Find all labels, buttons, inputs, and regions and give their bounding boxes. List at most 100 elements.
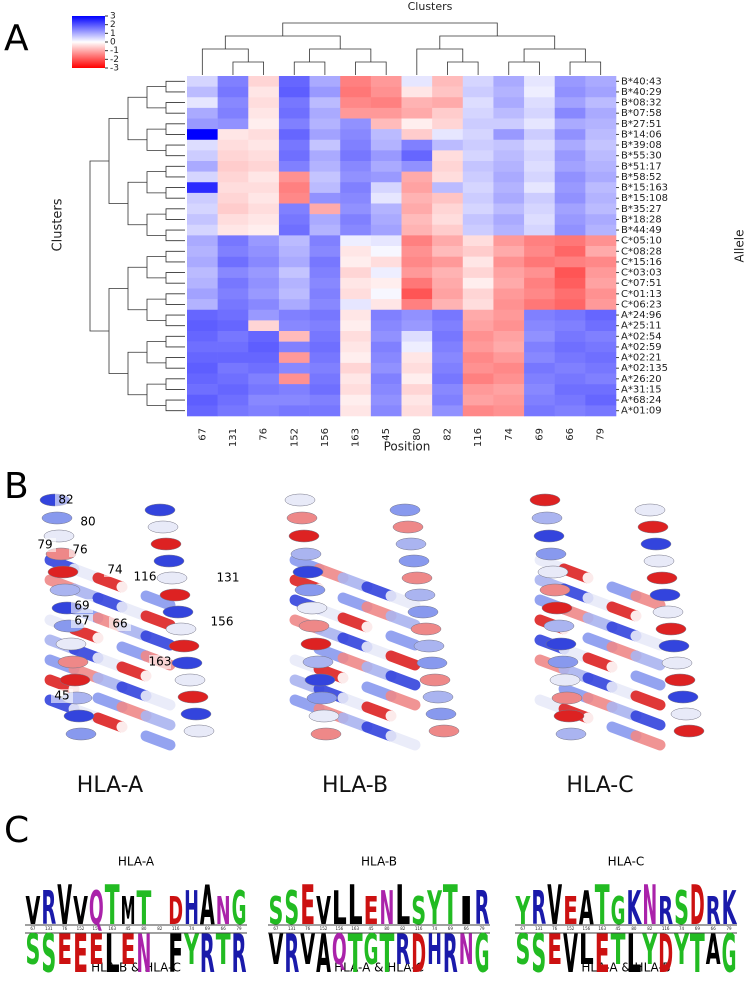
heatmap-cell (278, 331, 310, 342)
heatmap-cell (524, 299, 556, 311)
logo-letter: N (216, 889, 231, 933)
heatmap-cell (554, 320, 586, 332)
dendrogram (508, 61, 540, 75)
heatmap-cell (493, 118, 525, 130)
logo-letter: D (168, 889, 183, 933)
heatmap-cell (187, 192, 218, 204)
heatmap-cell (585, 267, 617, 279)
helix (410, 622, 442, 636)
dendrogram (165, 123, 185, 135)
label-bg (51, 689, 73, 703)
heatmap-cell (585, 331, 617, 342)
heatmap-cell (401, 97, 433, 109)
residue-label: 45 (54, 689, 69, 703)
heatmap-cell (248, 405, 280, 417)
logo-letter: S (516, 925, 531, 974)
strand (385, 650, 421, 671)
heatmap-cell (309, 352, 341, 364)
heatmap-cell (524, 235, 556, 247)
helix (535, 547, 567, 561)
logo-letter: Y (515, 889, 531, 933)
strand (630, 710, 666, 731)
heatmap-cell (493, 362, 525, 374)
logo-letter: H (184, 881, 199, 935)
logo-letter: L (395, 874, 410, 937)
helix (49, 583, 81, 597)
heatmap-cell (217, 171, 249, 183)
heatmap-cell (217, 256, 249, 268)
logo-letter: H (427, 925, 442, 974)
logo-letter: M (121, 889, 136, 933)
helix (416, 656, 448, 670)
logo-letter: N (137, 924, 152, 985)
heatmap-cell (432, 394, 464, 406)
panel-label: B (4, 466, 29, 507)
heatmap-cell (585, 405, 617, 417)
heatmap-cell (554, 118, 586, 130)
heatmap-cell (370, 214, 402, 226)
heatmap-cell (217, 139, 249, 151)
dendrogram (355, 61, 387, 75)
heatmap-cell (309, 288, 341, 300)
helix (551, 691, 583, 705)
logo-letter: Y (184, 925, 200, 974)
row-label: A*02:59 (621, 342, 662, 353)
logo-letter: L (579, 925, 594, 974)
position-label: 152 (77, 926, 85, 931)
heatmap-cell (524, 405, 556, 417)
heatmap-cell (340, 341, 372, 353)
helix (65, 727, 97, 741)
helix (425, 707, 457, 721)
row-label: B*15:163 (621, 183, 668, 194)
dendrogram (165, 357, 185, 369)
heatmap-cell (585, 256, 617, 268)
heatmap-cell (493, 299, 525, 311)
heatmap-cell (309, 309, 341, 321)
heatmap-cell (340, 161, 372, 172)
logo-letter: Y (642, 925, 658, 974)
logo-subtitle: HLA-B & HLA-C (91, 961, 181, 975)
helix (57, 655, 89, 669)
heatmap-cell (585, 224, 617, 236)
position-label: 74 (432, 926, 438, 931)
row-label: A*02:135 (621, 363, 668, 374)
heatmap-cell (432, 76, 464, 87)
heatmap-cell (462, 331, 494, 342)
heatmap-cell (493, 277, 525, 289)
heatmap-cell (554, 107, 586, 119)
heatmap-cell (493, 352, 525, 364)
heatmap-cell (554, 299, 586, 311)
logo-letter: T (690, 924, 705, 985)
heatmap-cell (309, 373, 341, 385)
heatmap-cell (187, 118, 218, 130)
heatmap-cell (340, 277, 372, 289)
heatmap-cell (340, 256, 372, 268)
heatmap-cell (585, 129, 617, 141)
helix (533, 529, 565, 543)
position-label: 116 (415, 926, 423, 931)
helix (646, 571, 678, 585)
logo-letter: R (531, 881, 546, 935)
helix (165, 622, 197, 636)
heatmap-cell (401, 76, 433, 87)
residue-label: 82 (58, 493, 73, 507)
heatmap-cell (187, 86, 218, 98)
heatmap-cell (432, 86, 464, 98)
heatmap-cell (370, 97, 402, 109)
logo-letter: I (459, 889, 474, 933)
dendrogram (282, 22, 498, 36)
heatmap-cell (462, 384, 494, 396)
heatmap-cell (278, 97, 310, 109)
heatmap-cell (217, 182, 249, 194)
heatmap-cell (585, 246, 617, 257)
heatmap-cell (248, 352, 280, 364)
column-label: 80 (412, 428, 423, 441)
dendrogram (165, 272, 185, 284)
residue-label: 163 (149, 655, 172, 669)
heatmap-cell (524, 182, 556, 194)
helix (549, 673, 581, 687)
helix (401, 571, 433, 585)
residue-label: 116 (134, 570, 157, 584)
helix (47, 565, 79, 579)
heatmap-cell (370, 150, 402, 162)
